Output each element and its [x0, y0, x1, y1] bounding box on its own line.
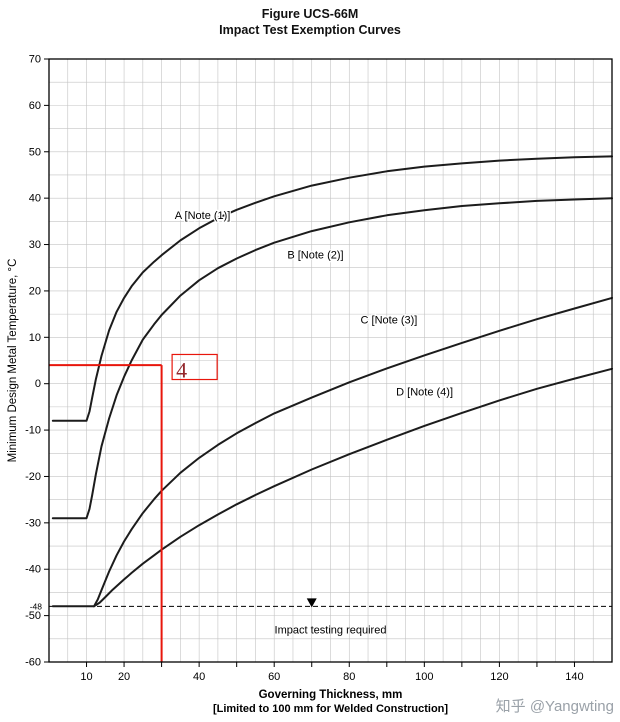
plot-frame: [48, 58, 613, 663]
y-tick-label: -30: [25, 517, 41, 529]
x-tick-label: 10: [80, 671, 92, 683]
curve-label-B: B [Note (2)]: [287, 249, 343, 261]
impact-required-arrow-icon: [306, 598, 317, 608]
figure-title-block: Figure UCS-66M Impact Test Exemption Cur…: [0, 6, 620, 39]
y-tick-label: 70: [29, 54, 41, 66]
annotation-box: [171, 353, 218, 381]
y-tick-label: 30: [29, 239, 41, 251]
y-axis-title: Minimum Design Metal Temperature, °C: [7, 259, 19, 463]
x-tick-label: 80: [343, 671, 355, 683]
curve-B: [51, 197, 613, 520]
curve-label-D: D [Note (4)]: [396, 386, 453, 398]
y-tick-label: -50: [25, 610, 41, 622]
x-tick-label: 100: [415, 671, 433, 683]
y-tick-label: 20: [29, 285, 41, 297]
x-tick-label: 40: [193, 671, 205, 683]
curve-D: [93, 367, 613, 608]
x-tick-label: 120: [490, 671, 508, 683]
y-tick-label: 50: [29, 146, 41, 158]
x-axis-note: [Limited to 100 mm for Welded Constructi…: [213, 703, 448, 715]
watermark: 知乎 @Yangwting: [495, 698, 614, 715]
annotation-value: 4: [176, 358, 187, 383]
y-tick-label: 10: [29, 332, 41, 344]
figure-caption: Impact Test Exemption Curves: [219, 23, 401, 38]
curve-A: [51, 155, 613, 422]
x-tick-label: 140: [565, 671, 583, 683]
curve-label-C: C [Note (3)]: [361, 314, 418, 326]
y-tick-label: 60: [29, 100, 41, 112]
y-tick-label: -60: [25, 657, 41, 669]
y-tick-label: -40: [25, 564, 41, 576]
x-tick-label: 20: [118, 671, 130, 683]
y-tick-label: 0: [35, 378, 41, 390]
curve-label-A: A [Note (1)]: [175, 210, 231, 222]
y-tick-label: 40: [29, 193, 41, 205]
y-tick-label: -20: [25, 471, 41, 483]
curve-C: [51, 296, 613, 608]
y-tick-label: -10: [25, 425, 41, 437]
y-tick-label-minus-48: -48: [30, 601, 43, 611]
x-tick-label: 60: [268, 671, 280, 683]
impact-test-exemption-curves-chart: Impact testing required A [Note (1)] B [No…: [7, 54, 613, 715]
figure-number: Figure UCS-66M: [261, 7, 359, 21]
x-axis-title: Governing Thickness, mm: [259, 689, 403, 701]
impact-required-text: Impact testing required: [275, 624, 387, 636]
